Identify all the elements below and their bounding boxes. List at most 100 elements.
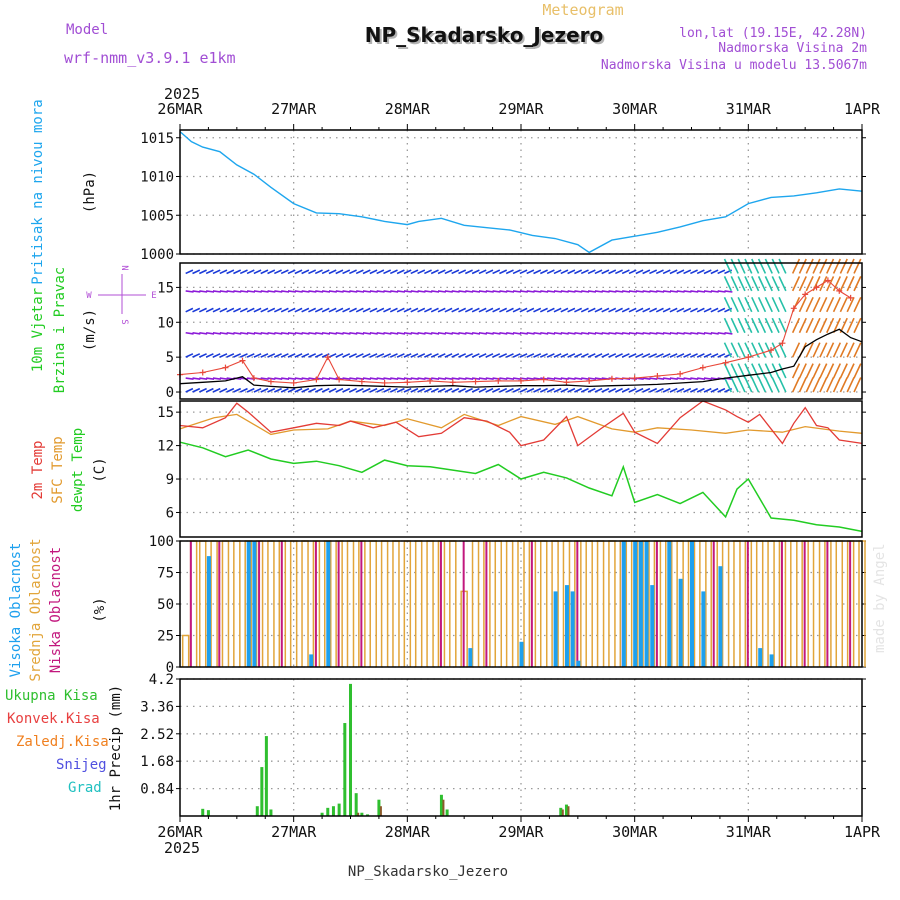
wind-barb [335,269,344,275]
wind-barb [560,307,569,313]
wind-barb [369,307,378,313]
wind-barb [656,290,665,293]
wind-barb [376,269,385,275]
wind-barb [533,290,542,293]
wind-barb [798,296,807,313]
wind-barb [376,387,385,393]
wind-barb [206,377,215,380]
y-tick-label: 1.68 [140,754,174,770]
pressure-line [179,131,863,254]
wind-barb [560,377,569,380]
wind-barb [846,342,855,358]
wind-barb [533,387,542,393]
wind-gust-marker [336,376,343,383]
wind-barb [723,258,733,274]
precip-bar-total [360,812,364,816]
wind-barb [751,296,760,313]
wind-barb [696,353,705,358]
wind-barb [594,377,603,380]
cloud-bar-mid [210,540,218,667]
wind-barb [376,353,385,358]
wind-barb [410,307,419,313]
wind-barb [424,307,432,313]
wind-barb [805,342,814,358]
wind-barb [198,387,207,393]
wind-barb [826,258,835,274]
wind-barb [819,342,828,358]
wind-barb [342,290,351,293]
wind-barb [819,377,828,393]
precip-legend-item: Grad [68,780,102,796]
wind-barb [192,387,201,393]
wind-barb [356,331,365,335]
wind-barb [553,353,562,358]
wind-barb [635,353,644,358]
wind-barb [185,377,194,380]
wind-barb [519,307,528,313]
wind-barb [608,290,617,293]
cloud-bar-low [849,541,852,667]
wind-gust-marker [722,359,729,366]
wind-barb [369,377,378,380]
wind-barb [676,387,685,393]
wind-barb [798,317,807,334]
wind-barb [615,269,623,275]
wind-gust-marker [563,379,570,386]
cloud-bar-mid [494,540,503,667]
wind-barb [287,307,296,313]
wind-barb [791,363,801,379]
wind-barb [499,290,508,293]
wind-barb [403,269,412,275]
wind-barb [226,290,235,293]
x-tick-label-bottom: 1APR [844,823,881,841]
wind-barb [710,331,719,335]
precip-bar-total [445,809,449,816]
wind-gust-marker [427,377,434,384]
wind-barb [778,317,787,334]
wind-barb [805,296,814,313]
wind-barb [410,353,419,358]
wind-barb [826,342,835,358]
wind-barb [383,377,392,380]
wind-barb [492,387,501,393]
wind-barb [471,353,480,358]
wind-barb [853,276,862,292]
wind-barb [832,258,842,274]
cloud-bar-low [576,541,579,667]
x-tick-label-top: 1APR [844,100,881,118]
wind-barb [246,353,255,358]
wind-barb [560,387,569,393]
wind-barb [492,307,501,313]
pressure-ylabel: Pritisak na nivou mora [30,99,46,284]
wind-barb [349,269,357,275]
wind-barb [730,317,739,334]
wind-barb [321,290,331,293]
wind-barb [642,290,651,293]
wind-barb [212,290,222,293]
wind-barb [233,331,242,335]
wind-barb [703,377,713,380]
wind-barb [839,296,848,313]
x-tick-label-top: 29MAR [498,100,544,118]
wind-barb [676,269,685,275]
wind-gust-marker [313,376,320,383]
wind-barb [403,353,412,358]
wind-barb [417,331,426,335]
wind-barb [471,387,480,393]
wind-barb [260,290,269,293]
wind-barb [703,307,712,313]
wind-barb [239,387,248,393]
wind-barb [301,307,310,313]
wind-barb [642,387,651,393]
wind-barb [587,387,596,393]
wind-barb [472,290,481,293]
wind-barb [587,290,597,293]
wind-barb [846,258,855,274]
wind-barb [649,269,658,275]
wind-gust-marker [518,377,524,384]
wind-gust-marker [472,378,479,385]
wind-barb [369,387,378,393]
wind-barb [206,331,215,335]
wind-barb [505,387,514,393]
precip-legend-item: Snijeg [56,757,107,773]
